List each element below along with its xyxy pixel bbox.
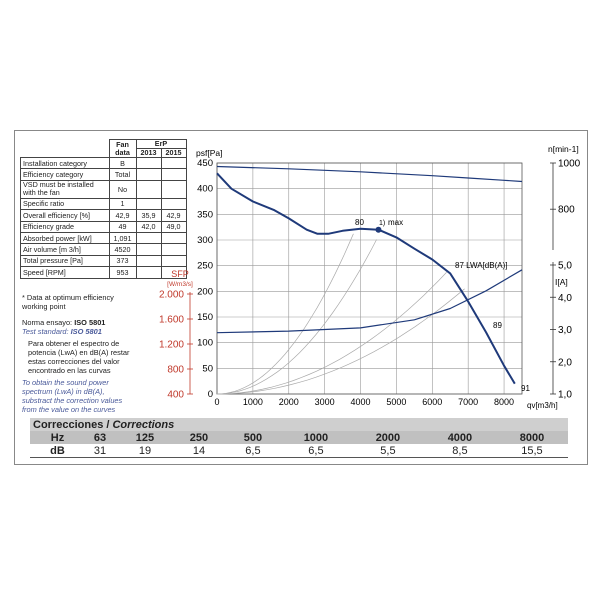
- label-one: 1): [379, 220, 385, 227]
- db-value: 15,5: [495, 444, 568, 458]
- rpm-axis-label: n[min-1]: [548, 144, 579, 154]
- x-tick-label: 3000: [315, 397, 335, 407]
- y-left-tick-label: 200: [197, 286, 213, 297]
- spec-2015-value: 49,0: [160, 220, 187, 233]
- x-tick-label: 8000: [494, 397, 514, 407]
- x-tick-label: 0: [214, 397, 219, 407]
- label-max: max: [388, 218, 403, 227]
- current-tick-label: 2,0: [558, 357, 572, 368]
- plot-frame: [216, 162, 523, 395]
- hz-value: 1000: [279, 431, 352, 444]
- current-tick-label: 3,0: [558, 325, 572, 336]
- y-left-tick-label: 250: [197, 261, 213, 272]
- spec-fan-value: 953: [108, 266, 137, 279]
- fan-spec-table: Fan data ErP 2013 2015 Installation categ…: [20, 139, 187, 279]
- y-left-tick-label: 350: [197, 209, 213, 220]
- current-tick-label: 5,0: [558, 261, 572, 272]
- system-curve: [216, 239, 377, 395]
- label-91: 91: [521, 384, 530, 393]
- english-note: To obtain the sound power spectrum (LwA) …: [22, 378, 123, 414]
- fan-data-header: Fan: [116, 139, 129, 149]
- max-efficiency-point: [375, 226, 382, 233]
- corrections-table: Correcciones / Corrections Hz 63 125 250 500…: [30, 418, 568, 458]
- spec-2015-value: [160, 266, 187, 279]
- hz-value: 500: [225, 431, 280, 444]
- hz-value: 250: [171, 431, 226, 444]
- spec-row: Absorbed power [kW] 1,091: [20, 231, 187, 245]
- system-curve: [216, 288, 465, 395]
- spec-row: Speed [RPM] 953: [20, 266, 187, 279]
- x-tick-label: 6000: [422, 397, 442, 407]
- spec-2015-value: [160, 168, 187, 181]
- sfp-tick-label: 800: [167, 365, 184, 376]
- x-axis-label: qv[m3/h]: [527, 401, 558, 410]
- rpm-tick-label: 1000: [558, 159, 581, 170]
- db-value: 19: [117, 444, 172, 458]
- optimum-note: * Data at optimum efficiency working poin…: [22, 293, 114, 311]
- db-value: 8,5: [423, 444, 496, 458]
- system-curve: [216, 233, 354, 395]
- corrections-title: Correcciones / Corrections: [30, 418, 568, 431]
- hz-label: Hz: [30, 431, 82, 444]
- current-curve: [216, 269, 523, 334]
- label-89: 89: [493, 321, 502, 330]
- y-left-tick-label: 300: [197, 235, 213, 246]
- x-tick-label: 1000: [243, 397, 263, 407]
- pressure-curve: [216, 172, 516, 385]
- y-left-tick-label: 0: [208, 389, 213, 400]
- rpm-tick-label: 800: [558, 205, 575, 216]
- y-left-tick-label: 50: [202, 363, 213, 374]
- sfp-tick-label: 1.200: [159, 340, 184, 351]
- spanish-note: Para obtener el espectro de potencia (LwA…: [28, 339, 130, 375]
- test-standard-line: Test standard: ISO 5801: [22, 327, 102, 336]
- speed-curve: [216, 165, 523, 183]
- sfp-tick-label: 400: [167, 390, 184, 401]
- y-left-tick-label: 150: [197, 312, 213, 323]
- sfp-tick-label: 2.000: [159, 290, 184, 301]
- current-axis-label: I[A]: [555, 277, 568, 287]
- x-tick-label: 2000: [279, 397, 299, 407]
- db-value: 14: [171, 444, 226, 458]
- system-curve: [216, 272, 447, 395]
- y-left-axis-label: psf[Pa]: [196, 148, 222, 158]
- db-value: 6,5: [279, 444, 352, 458]
- spec-row: Air volume [m 3/h] 4520: [20, 243, 187, 256]
- sfp-axis-unit: [W/m3/s]: [167, 281, 193, 288]
- y-left-tick-label: 100: [197, 338, 213, 349]
- sfp-axis-label: SFP: [171, 269, 189, 279]
- spec-label: Efficiency category: [20, 168, 110, 181]
- x-tick-label: 4000: [351, 397, 371, 407]
- db-label: dB: [30, 444, 82, 458]
- y-left-tick-label: 400: [197, 184, 213, 195]
- hz-value: 63: [81, 431, 118, 444]
- spec-label: Speed [RPM]: [20, 266, 110, 279]
- spec-row: Efficiency category Total: [20, 168, 187, 181]
- x-tick-label: 5000: [386, 397, 406, 407]
- hz-value: 4000: [423, 431, 496, 444]
- y-left-tick-label: 450: [197, 158, 213, 169]
- db-value: 5,5: [351, 444, 424, 458]
- spec-row: Specific ratio 1: [20, 197, 187, 211]
- x-tick-label: 7000: [458, 397, 478, 407]
- label-lwa: 87 LWA[dB(A)]: [455, 261, 507, 270]
- hz-value: 2000: [351, 431, 424, 444]
- hz-value: 8000: [495, 431, 568, 444]
- current-tick-label: 1,0: [558, 390, 572, 401]
- erp-header: ErP: [154, 139, 168, 148]
- label-80: 80: [355, 218, 364, 227]
- hz-value: 125: [117, 431, 172, 444]
- current-tick-label: 4,0: [558, 293, 572, 304]
- norma-line: Norma ensayo: ISO 5801: [22, 318, 106, 327]
- db-value: 6,5: [225, 444, 280, 458]
- sfp-tick-label: 1.600: [159, 315, 184, 326]
- db-value: 31: [81, 444, 118, 458]
